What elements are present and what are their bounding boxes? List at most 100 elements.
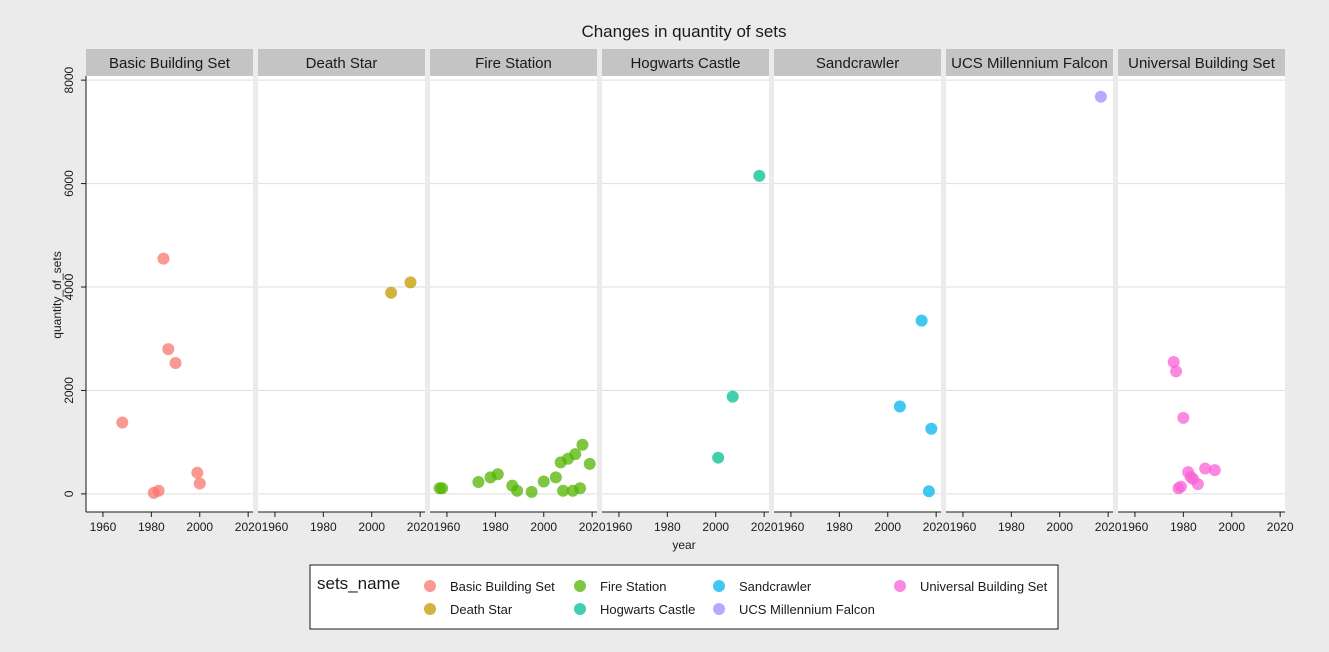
data-point <box>893 400 906 413</box>
x-tick-label: 2020 <box>235 520 262 534</box>
x-axis-title: year <box>672 538 695 552</box>
data-point <box>537 475 550 488</box>
x-tick-label: 2000 <box>1218 520 1245 534</box>
x-tick-label: 1980 <box>1170 520 1197 534</box>
y-axis: 0 2000 4000 6000 8000 <box>62 66 87 512</box>
legend-label: Universal Building Set <box>920 579 1048 594</box>
legend-label: Sandcrawler <box>739 579 812 594</box>
x-tick-label: 2020 <box>923 520 950 534</box>
x-tick-label: 1980 <box>310 520 337 534</box>
x-tick-label: 1980 <box>826 520 853 534</box>
legend-item: Universal Building Set <box>894 579 1048 594</box>
facet-strip <box>258 49 425 76</box>
data-point <box>436 482 449 495</box>
x-tick-label: 1980 <box>138 520 165 534</box>
facet-panel: Fire Station 1960 1980 2000 2020 <box>430 49 606 534</box>
data-point <box>557 484 570 497</box>
legend-key <box>574 580 586 592</box>
x-tick-label: 2000 <box>530 520 557 534</box>
x-tick-label: 2000 <box>186 520 213 534</box>
legend-item: Basic Building Set <box>424 579 555 594</box>
data-point <box>726 390 739 403</box>
legend-item: Hogwarts Castle <box>574 602 695 617</box>
data-point <box>385 286 398 299</box>
data-point <box>1094 90 1107 103</box>
panel-background <box>86 76 253 512</box>
chart-title: Changes in quantity of sets <box>581 22 786 41</box>
data-point <box>712 451 725 464</box>
data-point <box>511 484 524 497</box>
x-tick-label: 1980 <box>654 520 681 534</box>
x-tick-label: 2000 <box>1046 520 1073 534</box>
facet-panel: Death Star 1960 1980 2000 2020 <box>258 49 434 534</box>
facet-strip <box>602 49 769 76</box>
y-tick-label: 4000 <box>62 273 76 300</box>
y-tick-label: 6000 <box>62 170 76 197</box>
x-tick-label: 2000 <box>358 520 385 534</box>
y-axis-title: quantity_of_sets <box>50 251 64 338</box>
facet-panel: Basic Building Set 1960 1980 2000 2020 <box>86 49 262 534</box>
legend-item: Death Star <box>424 602 513 617</box>
legend-key <box>574 603 586 615</box>
facet-strip-label: Fire Station <box>475 55 552 72</box>
data-point <box>576 438 589 451</box>
x-tick-label: 1980 <box>482 520 509 534</box>
data-point <box>525 485 538 498</box>
data-point <box>922 485 935 498</box>
x-tick-label: 1960 <box>950 520 977 534</box>
data-point <box>472 476 485 489</box>
facet-panels: Basic Building Set 1960 1980 2000 2020 Death … <box>62 49 1294 534</box>
data-point <box>569 448 582 461</box>
panel-background <box>1118 76 1285 512</box>
data-point <box>1199 462 1212 475</box>
legend-item: UCS Millennium Falcon <box>713 602 875 617</box>
data-point <box>925 422 938 435</box>
x-tick-label: 1960 <box>778 520 805 534</box>
legend-key <box>424 580 436 592</box>
panel-background <box>602 76 769 512</box>
facet-strip <box>430 49 597 76</box>
legend-item: Fire Station <box>574 579 666 594</box>
x-tick-label: 2020 <box>579 520 606 534</box>
panel-background <box>946 76 1113 512</box>
legend-label: UCS Millennium Falcon <box>739 602 875 617</box>
facet-strip-label: Hogwarts Castle <box>630 55 740 72</box>
data-point <box>162 343 175 356</box>
facet-panel: UCS Millennium Falcon 1960 1980 2000 2020 <box>946 49 1122 534</box>
data-point <box>169 357 182 370</box>
x-tick-label: 2020 <box>1095 520 1122 534</box>
legend-title: sets_name <box>317 574 400 593</box>
data-point <box>1208 464 1221 477</box>
data-point <box>583 457 596 470</box>
y-tick-label: 0 <box>62 490 76 497</box>
legend-label: Fire Station <box>600 579 666 594</box>
data-point <box>1167 356 1180 369</box>
data-point <box>157 252 170 265</box>
y-tick-label: 2000 <box>62 377 76 404</box>
data-point <box>915 314 928 327</box>
y-tick-label: 8000 <box>62 66 76 93</box>
x-tick-label: 2000 <box>874 520 901 534</box>
facet-panel: Sandcrawler 1960 1980 2000 2020 <box>774 49 950 534</box>
facet-strip-label: Universal Building Set <box>1128 55 1276 72</box>
x-tick-label: 1960 <box>90 520 117 534</box>
data-point <box>116 416 129 429</box>
facet-strip-label: Death Star <box>306 55 378 72</box>
x-tick-label: 2020 <box>1267 520 1294 534</box>
x-tick-label: 2020 <box>751 520 778 534</box>
facet-strip-label: Basic Building Set <box>109 55 231 72</box>
legend-box <box>309 564 1059 630</box>
panel-background <box>430 76 597 512</box>
x-tick-label: 2020 <box>407 520 434 534</box>
data-point <box>1170 365 1183 378</box>
legend-item: Sandcrawler <box>713 579 812 594</box>
legend-key <box>424 603 436 615</box>
legend-key <box>713 603 725 615</box>
panel-background <box>258 76 425 512</box>
legend-key <box>894 580 906 592</box>
data-point <box>1191 478 1204 491</box>
data-point <box>549 471 562 484</box>
facet-strip-label: UCS Millennium Falcon <box>951 55 1108 72</box>
x-tick-label: 2000 <box>702 520 729 534</box>
